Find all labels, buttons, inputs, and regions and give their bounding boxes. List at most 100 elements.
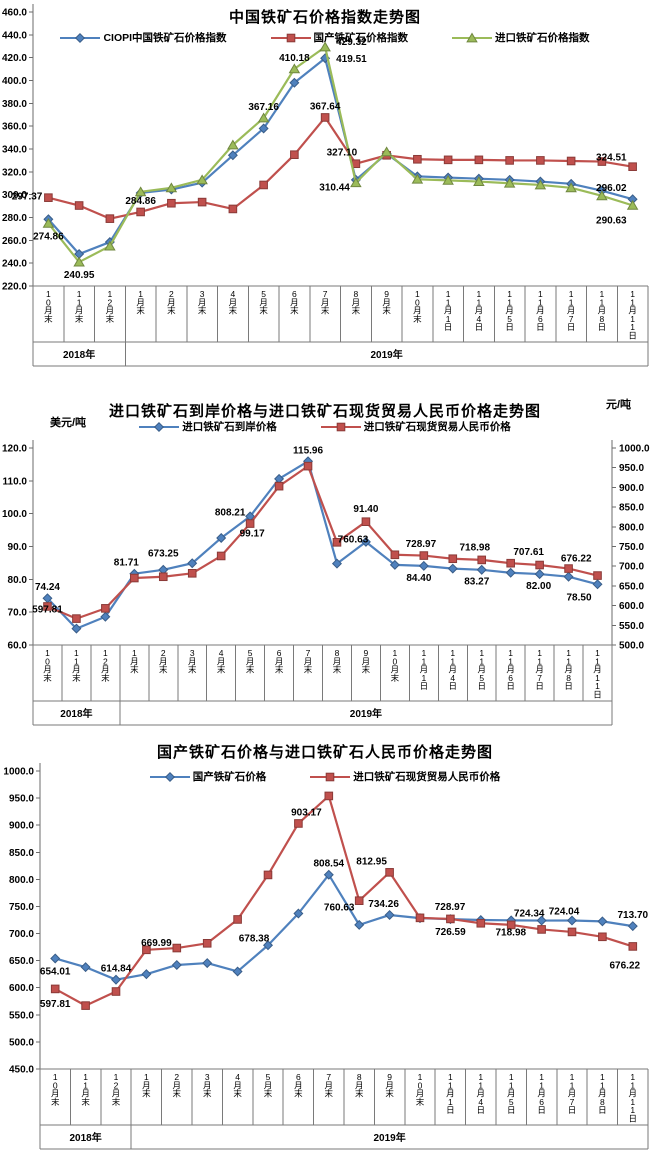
svg-text:6: 6	[292, 289, 297, 299]
svg-text:2: 2	[108, 297, 113, 307]
svg-text:末: 末	[217, 665, 226, 675]
svg-text:1: 1	[450, 656, 455, 666]
svg-text:1: 1	[630, 1072, 635, 1082]
chart-title: 进口铁矿石到岸价格与进口铁矿石现货贸易人民币价格走势图	[108, 403, 541, 420]
svg-text:1: 1	[630, 314, 635, 324]
svg-text:月: 月	[233, 1080, 242, 1090]
year-band-label: 2019年	[350, 707, 382, 720]
legend: CIOPI中国铁矿石价格指数 国产铁矿石价格指数 进口铁矿石价格指数	[0, 30, 650, 45]
legend-label: 进口铁矿石现货贸易人民币价格	[363, 421, 511, 433]
data-point-label: 808.54	[314, 859, 345, 870]
x-axis-category-label: 8月末	[333, 648, 342, 675]
data-point-label: 707.61	[513, 547, 544, 558]
data-point-label: 91.40	[353, 504, 378, 515]
data-point-label: 115.96	[293, 445, 323, 456]
x-axis-category-label: 3月末	[188, 648, 197, 675]
svg-text:8: 8	[600, 314, 605, 324]
data-point-label: 597.81	[40, 999, 71, 1010]
data-point-label: 597.81	[32, 604, 63, 615]
svg-text:月: 月	[568, 1089, 577, 1099]
svg-text:1: 1	[138, 289, 143, 299]
svg-text:末: 末	[112, 1097, 121, 1107]
data-point-label: 728.97	[406, 539, 437, 550]
svg-text:月: 月	[475, 306, 484, 316]
data-point-label: 274.86	[33, 231, 64, 242]
svg-text:0: 0	[418, 1080, 423, 1090]
y-axis-tick-label: 320.0	[2, 167, 27, 178]
svg-text:末: 末	[325, 1089, 334, 1099]
data-point-label: 718.98	[496, 927, 527, 938]
svg-text:1: 1	[418, 1072, 423, 1082]
svg-text:日: 日	[446, 1105, 455, 1115]
svg-text:2: 2	[161, 648, 166, 658]
svg-text:1: 1	[539, 1072, 544, 1082]
right-y-axis-tick-label: 950.0	[619, 463, 644, 474]
svg-text:1: 1	[595, 673, 600, 683]
svg-text:月: 月	[385, 1080, 394, 1090]
domestic-price-chart: 1000.0 950.0 900.0 850.0 800.0 750.0 700.0 650.…	[3, 763, 649, 1150]
x-axis-category-label: 1月末	[130, 648, 139, 675]
svg-text:月: 月	[101, 665, 110, 675]
y-axis-tick-label: 650.0	[9, 956, 34, 967]
data-point-label: 429.32	[336, 37, 367, 48]
svg-text:1: 1	[569, 289, 574, 299]
svg-text:月: 月	[106, 306, 115, 316]
svg-text:末: 末	[259, 306, 268, 316]
svg-text:日: 日	[628, 331, 637, 341]
svg-text:1: 1	[595, 648, 600, 658]
y-axis-tick-label: 380.0	[2, 99, 27, 110]
svg-text:5: 5	[248, 648, 253, 658]
data-point-label: 673.25	[148, 549, 179, 560]
svg-text:末: 末	[333, 665, 342, 675]
svg-text:末: 末	[188, 665, 197, 675]
x-axis-category-label: 5月末	[264, 1072, 273, 1099]
data-point-label: 81.71	[114, 558, 139, 569]
data-point-label: 734.26	[368, 899, 399, 910]
svg-text:8: 8	[600, 1097, 605, 1107]
y-axis-tick-label: 120.0	[2, 444, 27, 455]
svg-text:月: 月	[142, 1080, 151, 1090]
svg-text:月: 月	[159, 656, 168, 666]
svg-text:6: 6	[539, 1097, 544, 1107]
svg-text:日: 日	[477, 681, 486, 691]
y-axis-tick-label: 600.0	[9, 983, 34, 994]
svg-text:末: 末	[43, 673, 52, 683]
svg-text:月: 月	[290, 297, 299, 307]
legend-label: 进口铁矿石现货贸易人民币价格	[353, 771, 501, 783]
svg-text:1: 1	[537, 648, 542, 658]
svg-text:1: 1	[108, 289, 113, 299]
y-axis-tick-label: 400.0	[2, 76, 27, 87]
svg-text:1: 1	[477, 297, 482, 307]
svg-text:1: 1	[630, 1080, 635, 1090]
series-diamond	[50, 869, 638, 985]
data-point-label: 676.22	[610, 960, 641, 971]
x-axis-category-label: 8月末	[352, 289, 361, 316]
svg-text:月: 月	[188, 656, 197, 666]
svg-text:1: 1	[509, 1072, 514, 1082]
svg-text:1: 1	[83, 1072, 88, 1082]
svg-text:1: 1	[630, 297, 635, 307]
y-axis-tick-label: 460.0	[2, 8, 27, 19]
y-axis-tick-label: 360.0	[2, 122, 27, 133]
svg-text:末: 末	[391, 673, 400, 683]
svg-text:月: 月	[536, 306, 545, 316]
svg-text:末: 末	[413, 314, 422, 324]
data-point-label: 614.84	[101, 964, 132, 975]
x-axis-category-label: 2月末	[167, 289, 176, 316]
svg-text:1: 1	[393, 648, 398, 658]
x-axis-category-label: 6月末	[290, 289, 299, 316]
svg-text:1: 1	[132, 648, 137, 658]
data-point-label: 324.51	[596, 153, 627, 164]
svg-text:1: 1	[600, 1080, 605, 1090]
legend-item: 进口铁矿石现货贸易人民币价格	[310, 769, 500, 784]
y-axis-tick-label: 260.0	[2, 236, 27, 247]
legend-label: 国产铁矿石价格	[192, 771, 267, 783]
svg-text:月: 月	[537, 1089, 546, 1099]
